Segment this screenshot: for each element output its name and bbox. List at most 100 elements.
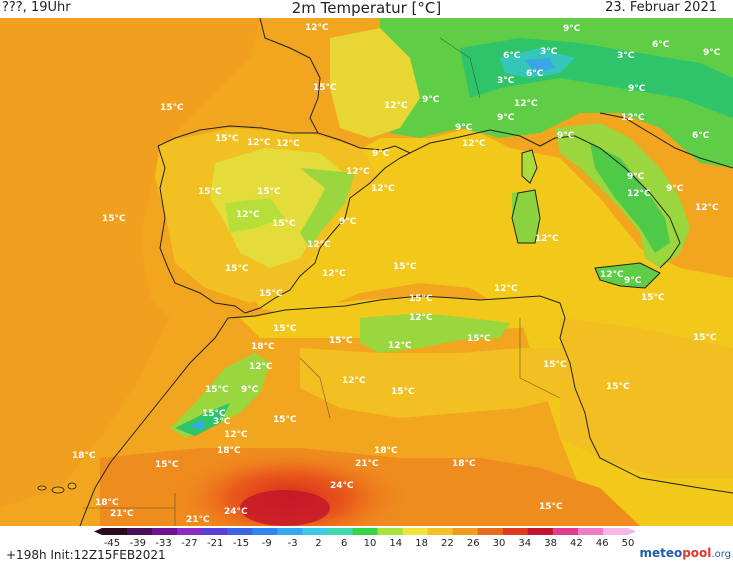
- temperature-label: 3°C: [497, 76, 515, 86]
- temperature-label: 21°C: [110, 509, 134, 519]
- temperature-label: 18°C: [374, 446, 398, 456]
- canary-islands: [37, 482, 77, 494]
- temperature-label: 15°C: [160, 103, 184, 113]
- colorbar-segment: [577, 528, 604, 535]
- colorbar-tick-label: 42: [570, 538, 583, 548]
- colorbar-segment: [552, 528, 579, 535]
- colorbar-segment: [177, 528, 203, 535]
- temperature-label: 15°C: [313, 83, 337, 93]
- temperature-map[interactable]: 12°C 9°C 6°C 3°C 6°C 9°C 3°C 6°C 3°C 15°C 9°C 12°C 9…: [0, 18, 733, 526]
- temperature-label: 24°C: [224, 507, 248, 517]
- temperature-label: 12°C: [627, 189, 651, 199]
- colorbar-segment: [327, 528, 353, 535]
- colorbar-segment: [202, 528, 228, 535]
- temperature-label: 6°C: [526, 69, 544, 79]
- brand-logo[interactable]: meteopool.org: [639, 546, 731, 560]
- forecast-time: ???, 19Uhr: [2, 0, 71, 15]
- temperature-label: 12°C: [322, 269, 346, 279]
- temperature-label: 15°C: [329, 336, 353, 346]
- brand-suffix: .org: [711, 549, 731, 560]
- temperature-label: 9°C: [628, 84, 646, 94]
- forecast-date: 23. Februar 2021: [605, 0, 717, 15]
- temperature-label: 12°C: [276, 139, 300, 149]
- temperature-label: 12°C: [247, 138, 271, 148]
- temperature-label: 24°C: [330, 481, 354, 491]
- colorbar-tick-label: 6: [341, 538, 347, 548]
- temperature-label: 15°C: [409, 294, 433, 304]
- colorbar-segment: [302, 528, 328, 535]
- atlas-green: [360, 313, 510, 353]
- temperature-label: 3°C: [540, 47, 558, 57]
- colorbar-tick-label: -33: [155, 538, 171, 548]
- colorbar-segment: [502, 528, 529, 535]
- colorbar-segment: [402, 528, 429, 535]
- temperature-label: 9°C: [627, 172, 645, 182]
- colorbar-segment: [102, 528, 128, 535]
- colorbar-segment: [152, 528, 178, 535]
- temperature-label: 15°C: [606, 382, 630, 392]
- italy-spine: [590, 143, 670, 253]
- temperature-label: 15°C: [393, 262, 417, 272]
- temperature-label: 15°C: [225, 264, 249, 274]
- colorbar-segment: [252, 528, 278, 535]
- colorbar-segment: [477, 528, 504, 535]
- temperature-label: 15°C: [198, 187, 222, 197]
- temperature-label: 9°C: [422, 95, 440, 105]
- map-title: 2m Temperatur [°C]: [291, 0, 442, 17]
- temperature-label: 9°C: [703, 48, 721, 58]
- colorbar: -45 -39 -33 -27 -21 -15 -9 -3 2 6 10 14 18 22 26 30 34 38…: [0, 526, 733, 566]
- temperature-label: 12°C: [371, 184, 395, 194]
- colorbar-tick-label: -9: [262, 538, 272, 548]
- colorbar-tick-label: 22: [441, 538, 454, 548]
- temperature-label: 12°C: [409, 313, 433, 323]
- temperature-label: 12°C: [462, 139, 486, 149]
- temperature-label: 12°C: [236, 210, 260, 220]
- colorbar-segment: [377, 528, 404, 535]
- temperature-field-svg: 12°C 9°C6°C 3°C6°C9°C3°C6°C3°C15°C 9°C12°C9…: [0, 18, 733, 526]
- alps-blue-core: [525, 58, 555, 73]
- colorbar-tick-label: -21: [207, 538, 223, 548]
- temperature-label: 15°C: [467, 334, 491, 344]
- iberia-green-band-2: [225, 198, 285, 233]
- colorbar-tick-label: 46: [596, 538, 609, 548]
- temperature-label: 18°C: [217, 446, 241, 456]
- temperature-label: 15°C: [215, 134, 239, 144]
- coastlines: [79, 18, 733, 526]
- temperature-label: 12°C: [305, 23, 329, 33]
- temperature-label: 15°C: [155, 460, 179, 470]
- colorbar-segment: [227, 528, 253, 535]
- atlas-green-2: [170, 353, 270, 438]
- colorbar-segment: [527, 528, 554, 535]
- temperature-label: 15°C: [273, 324, 297, 334]
- temperature-label: 15°C: [641, 293, 665, 303]
- colorbar-tick-label: 18: [415, 538, 428, 548]
- colorbar-tick-label: -39: [130, 538, 146, 548]
- corsica: [522, 150, 537, 183]
- temperature-label: 15°C: [543, 360, 567, 370]
- colorbar-tick-label: 10: [364, 538, 377, 548]
- temperature-label: 9°C: [557, 131, 575, 141]
- temperature-label: 18°C: [95, 498, 119, 508]
- temperature-label: 21°C: [355, 459, 379, 469]
- temperature-label: 12°C: [346, 167, 370, 177]
- atlas-core: [175, 403, 230, 436]
- temperature-label: 9°C: [339, 217, 357, 227]
- sahara-hot-core: [170, 448, 410, 526]
- temperature-label: 12°C: [388, 341, 412, 351]
- temperature-label: 15°C: [272, 219, 296, 229]
- colorbar-segment: [277, 528, 303, 535]
- temperature-label: 12°C: [514, 99, 538, 109]
- colorbar-tick-label: 30: [493, 538, 506, 548]
- temperature-label: 9°C: [241, 385, 259, 395]
- colorbar-tick-label: -27: [181, 538, 197, 548]
- temperature-label: 6°C: [503, 51, 521, 61]
- temperature-label: 6°C: [692, 131, 710, 141]
- colorbar-tick-label: 38: [544, 538, 557, 548]
- temperature-label: 12°C: [249, 362, 273, 372]
- temperature-label: 9°C: [455, 123, 473, 133]
- colorbar-segment: [352, 528, 379, 535]
- temperature-label: 18°C: [251, 342, 275, 352]
- temperature-label: 12°C: [535, 234, 559, 244]
- temperature-label: 15°C: [102, 214, 126, 224]
